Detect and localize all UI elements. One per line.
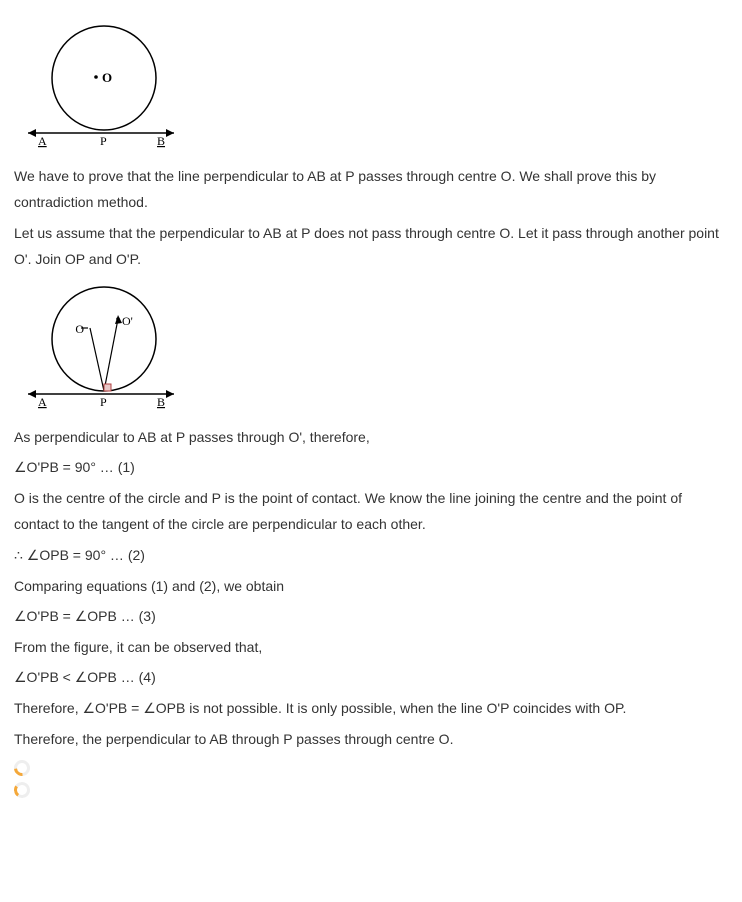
oprime-p-line <box>104 319 118 391</box>
label-a-1: A <box>38 134 47 148</box>
para-10: ∠O'PB < ∠OPB … (4) <box>14 662 728 693</box>
circle-2 <box>52 287 156 391</box>
figure-1: O A P B <box>14 18 728 157</box>
oprime-arrow <box>115 315 122 324</box>
arrow-right-2 <box>166 390 174 398</box>
para-6: ∴ ∠OPB = 90° … (2) <box>14 540 728 571</box>
figure-2: O O' A P B <box>14 279 728 418</box>
label-b-1: B <box>157 134 165 148</box>
arrow-right-1 <box>166 129 174 137</box>
op-line <box>90 328 104 391</box>
spinner-icon <box>13 781 32 800</box>
para-11: Therefore, ∠O'PB = ∠OPB is not possible.… <box>14 693 728 724</box>
label-p-1: P <box>100 134 107 148</box>
arrow-left-2 <box>28 390 36 398</box>
center-dot <box>94 75 98 79</box>
label-b-2: B <box>157 395 165 409</box>
o-label: O <box>75 322 84 336</box>
para-12: Therefore, the perpendicular to AB throu… <box>14 724 728 755</box>
spinner-icon <box>11 757 34 780</box>
para-5: O is the centre of the circle and P is t… <box>14 483 728 540</box>
figure-1-svg: O A P B <box>14 18 184 148</box>
para-7: Comparing equations (1) and (2), we obta… <box>14 571 728 602</box>
para-4: ∠O'PB = 90° … (1) <box>14 452 728 483</box>
para-3: As perpendicular to AB at P passes throu… <box>14 422 728 453</box>
para-2: Let us assume that the perpendicular to … <box>14 218 728 275</box>
center-label: O <box>102 70 112 85</box>
figure-2-svg: O O' A P B <box>14 279 184 409</box>
label-p-2: P <box>100 395 107 409</box>
arrow-left-1 <box>28 129 36 137</box>
oprime-label: O' <box>122 314 133 328</box>
para-1: We have to prove that the line perpendic… <box>14 161 728 218</box>
para-8: ∠O'PB = ∠OPB … (3) <box>14 601 728 632</box>
perp-box <box>104 384 111 391</box>
label-a-2: A <box>38 395 47 409</box>
para-9: From the figure, it can be observed that… <box>14 632 728 663</box>
